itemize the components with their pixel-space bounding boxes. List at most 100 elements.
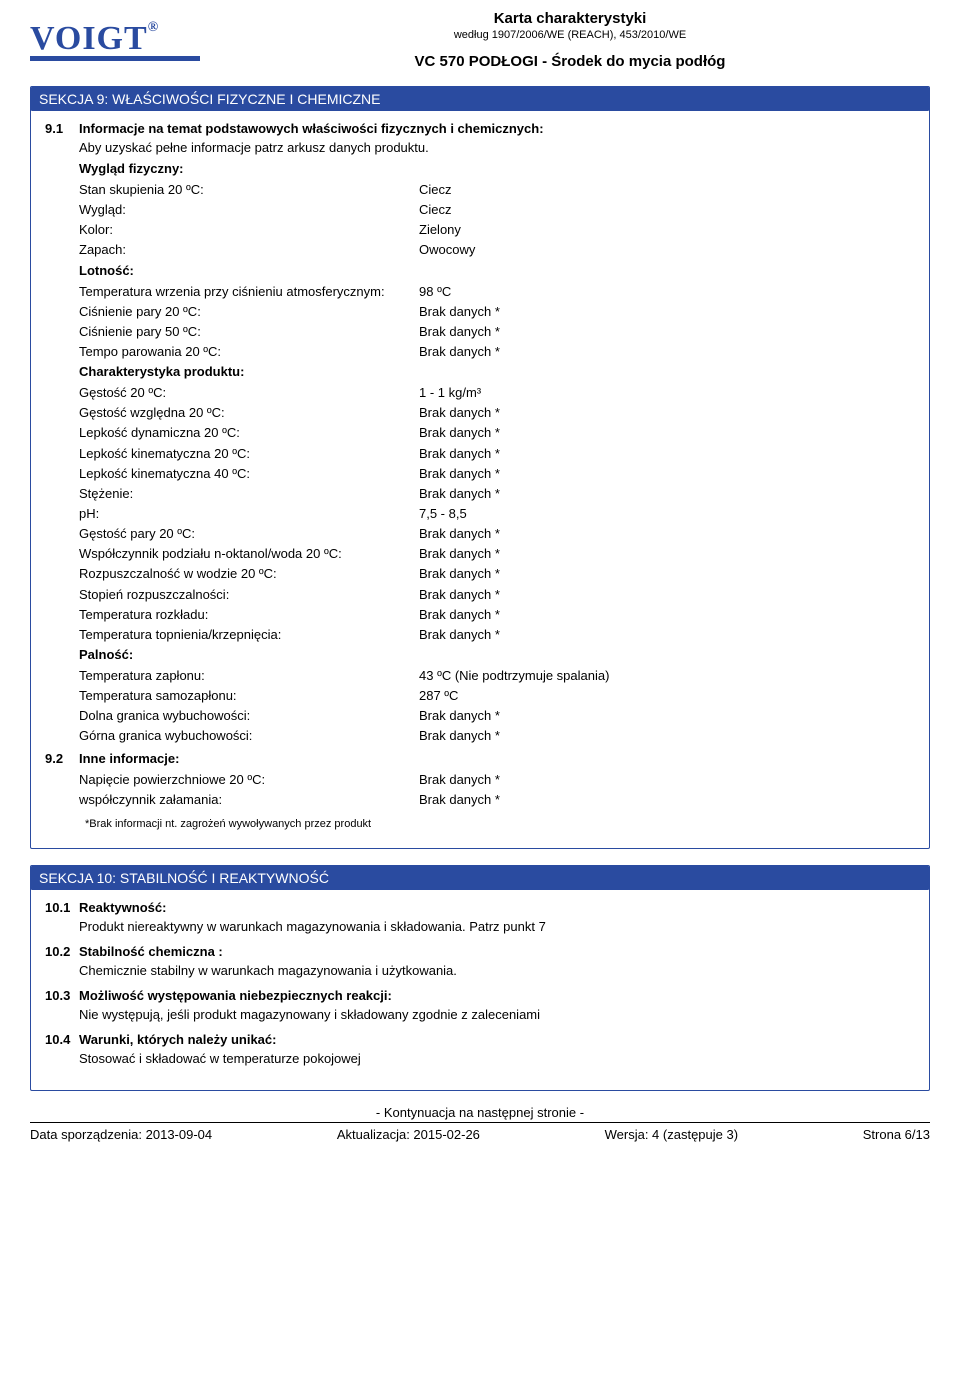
prop-label: Kolor: xyxy=(79,220,419,240)
prop-label: Gęstość 20 ºC: xyxy=(79,383,419,403)
section-10-header: SEKCJA 10: STABILNOŚĆ I REAKTYWNOŚĆ xyxy=(31,866,929,890)
sub-heading: Warunki, których należy unikać: xyxy=(79,1032,915,1047)
prop-value: Zielony xyxy=(419,220,915,240)
prop-label: Gęstość względna 20 ºC: xyxy=(79,403,419,423)
prop-label: Lepkość kinematyczna 20 ºC: xyxy=(79,444,419,464)
prop-value: Brak danych * xyxy=(419,444,915,464)
prop-value: Brak danych * xyxy=(419,302,915,322)
prop-value: Ciecz xyxy=(419,200,915,220)
prop-row: Dolna granica wybuchowości:Brak danych * xyxy=(79,706,915,726)
prop-value: Brak danych * xyxy=(419,342,915,362)
prop-row: Stan skupienia 20 ºC:Ciecz xyxy=(79,180,915,200)
prop-value: 1 - 1 kg/m³ xyxy=(419,383,915,403)
group-product: Charakterystyka produktu: xyxy=(79,364,915,379)
prop-label: Ciśnienie pary 20 ºC: xyxy=(79,302,419,322)
sub-num: 10.3 xyxy=(45,988,79,1003)
prop-label: Ciśnienie pary 50 ºC: xyxy=(79,322,419,342)
prop-row: Stężenie:Brak danych * xyxy=(79,484,915,504)
logo-reg-mark: ® xyxy=(148,20,159,35)
prop-value: 7,5 - 8,5 xyxy=(419,504,915,524)
prop-row: Temperatura wrzenia przy ciśnieniu atmos… xyxy=(79,282,915,302)
prop-value: 98 ºC xyxy=(419,282,915,302)
footer-version: Wersja: 4 (zastępuje 3) xyxy=(605,1127,738,1142)
prop-label: Stan skupienia 20 ºC: xyxy=(79,180,419,200)
prop-label: Gęstość pary 20 ºC: xyxy=(79,524,419,544)
sub-10-2: 10.2 Stabilność chemiczna : Chemicznie s… xyxy=(45,944,915,984)
section-9-header: SEKCJA 9: WŁAŚCIWOŚCI FIZYCZNE I CHEMICZ… xyxy=(31,87,929,111)
header-center: Karta charakterystyki według 1907/2006/W… xyxy=(210,10,930,70)
sub-col: Warunki, których należy unikać: Stosować… xyxy=(79,1032,915,1072)
footnote: *Brak informacji nt. zagrożeń wywoływany… xyxy=(85,818,915,830)
sub-text: Nie występują, jeśli produkt magazynowan… xyxy=(79,1007,915,1022)
prop-label: Wygląd: xyxy=(79,200,419,220)
prop-row: Gęstość względna 20 ºC:Brak danych * xyxy=(79,403,915,423)
section-9-body: 9.1 Informacje na temat podstawowych wła… xyxy=(31,111,929,838)
prop-value: Ciecz xyxy=(419,180,915,200)
sub-num: 10.4 xyxy=(45,1032,79,1047)
sub-num: 10.1 xyxy=(45,900,79,915)
sub-col: Możliwość występowania niebezpiecznych r… xyxy=(79,988,915,1028)
prop-value: Brak danych * xyxy=(419,790,915,810)
sub-col: Informacje na temat podstawowych właściw… xyxy=(79,121,915,747)
sub-num: 10.2 xyxy=(45,944,79,959)
sub-heading: Możliwość występowania niebezpiecznych r… xyxy=(79,988,915,1003)
footer-page-number: Strona 6/13 xyxy=(863,1127,930,1142)
prop-label: Lepkość dynamiczna 20 ºC: xyxy=(79,423,419,443)
footer-date-updated: Aktualizacja: 2015-02-26 xyxy=(337,1127,480,1142)
logo-name: VOIGT xyxy=(30,20,148,57)
page-footer: Data sporządzenia: 2013-09-04 Aktualizac… xyxy=(30,1122,930,1142)
section-10: SEKCJA 10: STABILNOŚĆ I REAKTYWNOŚĆ 10.1… xyxy=(30,865,930,1091)
prop-row: Kolor:Zielony xyxy=(79,220,915,240)
prop-label: Lepkość kinematyczna 40 ºC: xyxy=(79,464,419,484)
document-header: VOIGT® Karta charakterystyki według 1907… xyxy=(30,10,930,70)
sub-text: Aby uzyskać pełne informacje patrz arkus… xyxy=(79,140,915,155)
prop-label: Górna granica wybuchowości: xyxy=(79,726,419,746)
sub-heading: Inne informacje: xyxy=(79,751,915,766)
prop-row: Współczynnik podziału n-oktanol/woda 20 … xyxy=(79,544,915,564)
sub-col: Stabilność chemiczna : Chemicznie stabil… xyxy=(79,944,915,984)
prop-label: Dolna granica wybuchowości: xyxy=(79,706,419,726)
sub-10-1: 10.1 Reaktywność: Produkt niereaktywny w… xyxy=(45,900,915,940)
sub-col: Inne informacje: Napięcie powierzchniowe… xyxy=(79,751,915,830)
prop-label: Temperatura wrzenia przy ciśnieniu atmos… xyxy=(79,282,419,302)
prop-row: Lepkość kinematyczna 20 ºC:Brak danych * xyxy=(79,444,915,464)
prop-row: Temperatura rozkładu:Brak danych * xyxy=(79,605,915,625)
prop-value: 287 ºC xyxy=(419,686,915,706)
section-10-body: 10.1 Reaktywność: Produkt niereaktywny w… xyxy=(31,890,929,1080)
prop-row: Tempo parowania 20 ºC:Brak danych * xyxy=(79,342,915,362)
prop-row: Napięcie powierzchniowe 20 ºC:Brak danyc… xyxy=(79,770,915,790)
prop-row: Temperatura zapłonu:43 ºC (Nie podtrzymu… xyxy=(79,666,915,686)
prop-value: Brak danych * xyxy=(419,464,915,484)
continuation-note: - Kontynuacja na następnej stronie - xyxy=(30,1105,930,1120)
prop-label: Napięcie powierzchniowe 20 ºC: xyxy=(79,770,419,790)
prop-value: Brak danych * xyxy=(419,585,915,605)
prop-label: Temperatura topnienia/krzepnięcia: xyxy=(79,625,419,645)
prop-label: Temperatura samozapłonu: xyxy=(79,686,419,706)
prop-row: Rozpuszczalność w wodzie 20 ºC:Brak dany… xyxy=(79,564,915,584)
sub-text: Stosować i składować w temperaturze poko… xyxy=(79,1051,915,1066)
sub-10-3: 10.3 Możliwość występowania niebezpieczn… xyxy=(45,988,915,1028)
prop-row: Ciśnienie pary 50 ºC:Brak danych * xyxy=(79,322,915,342)
sub-text: Chemicznie stabilny w warunkach magazyno… xyxy=(79,963,915,978)
prop-row: Ciśnienie pary 20 ºC:Brak danych * xyxy=(79,302,915,322)
prop-label: Rozpuszczalność w wodzie 20 ºC: xyxy=(79,564,419,584)
prop-row: pH:7,5 - 8,5 xyxy=(79,504,915,524)
prop-value: Owocowy xyxy=(419,240,915,260)
prop-value: Brak danych * xyxy=(419,770,915,790)
prop-row: Wygląd:Ciecz xyxy=(79,200,915,220)
prop-value: Brak danych * xyxy=(419,726,915,746)
prop-value: Brak danych * xyxy=(419,484,915,504)
logo-block: VOIGT® xyxy=(30,10,210,61)
prop-label: Temperatura zapłonu: xyxy=(79,666,419,686)
prop-value: Brak danych * xyxy=(419,322,915,342)
group-volatility: Lotność: xyxy=(79,263,915,278)
sub-num: 9.2 xyxy=(45,751,79,766)
prop-row: Temperatura topnienia/krzepnięcia:Brak d… xyxy=(79,625,915,645)
prop-row: Lepkość dynamiczna 20 ºC:Brak danych * xyxy=(79,423,915,443)
group-appearance: Wygląd fizyczny: xyxy=(79,161,915,176)
prop-value: Brak danych * xyxy=(419,524,915,544)
prop-label: pH: xyxy=(79,504,419,524)
prop-row: Temperatura samozapłonu:287 ºC xyxy=(79,686,915,706)
prop-value: Brak danych * xyxy=(419,564,915,584)
sub-heading: Reaktywność: xyxy=(79,900,915,915)
